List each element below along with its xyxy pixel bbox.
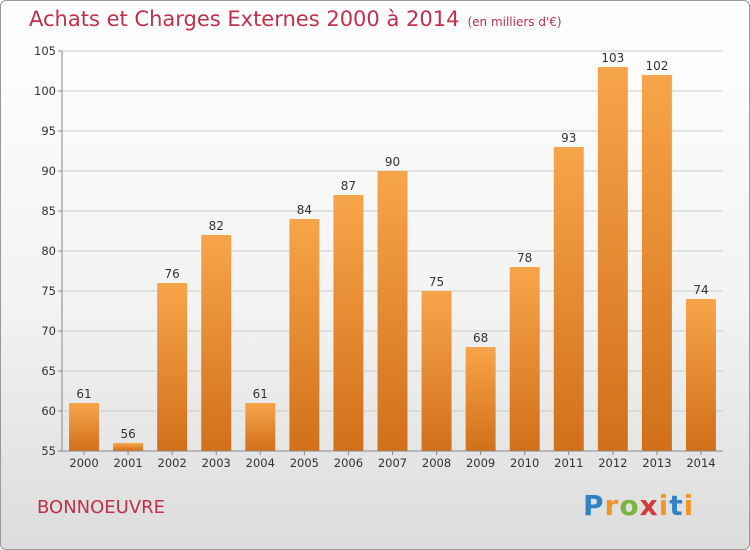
bar-2007 [377,171,408,451]
data-label-2014: 74 [693,283,708,297]
logo-letter: r [604,489,620,522]
y-tick-label: 65 [41,364,56,378]
x-tick-label-2014: 2014 [686,456,715,470]
x-tick-label-2012: 2012 [598,456,627,470]
proxiti-logo: Proxiti [583,489,694,522]
data-label-2002: 76 [165,267,180,281]
chart-subtitle: (en milliers d'€) [467,15,562,29]
commune-name: BONNOEUVRE [37,497,166,518]
bar-2011 [553,147,584,451]
data-label-2010: 78 [517,251,532,265]
logo-letter: o [619,489,640,522]
y-tick-label: 55 [41,444,56,458]
y-tick-label: 100 [34,84,56,98]
y-tick-label: 105 [34,44,56,58]
x-tick-label-2010: 2010 [510,456,539,470]
bar-2008 [421,291,452,451]
data-label-2013: 102 [645,59,668,73]
data-label-2004: 61 [253,387,268,401]
bar-2001 [113,443,144,451]
data-label-2011: 93 [561,131,576,145]
bar-2009 [465,347,496,451]
data-label-2012: 103 [601,51,624,65]
x-tick-label-2004: 2004 [246,456,275,470]
axes: 55 60 65 70 75 80 85 90 95 100 105 2000 2001 2002 2003… [34,44,723,470]
y-tick-label: 60 [41,404,56,418]
x-tick-label-2005: 2005 [290,456,319,470]
logo-letter: P [583,489,605,522]
bar-2004 [245,403,276,451]
x-tick-label-2011: 2011 [554,456,583,470]
bar-2003 [201,235,232,451]
y-tick-label: 90 [41,164,56,178]
bar-2005 [289,219,320,451]
y-tick-label: 80 [41,244,56,258]
bar-2006 [333,195,364,451]
bar-2013 [641,75,672,451]
data-label-2006: 87 [341,179,356,193]
data-label-2005: 84 [297,203,312,217]
x-tick-label-2003: 2003 [202,456,231,470]
x-tick-label-2007: 2007 [378,456,407,470]
chart-title: Achats et Charges Externes 2000 à 2014 (e… [29,7,562,31]
data-label-2008: 75 [429,275,444,289]
value-labels: 61 56 76 82 61 84 87 90 75 68 78 93 103 102 74 [76,51,708,441]
data-label-2009: 68 [473,331,488,345]
y-tick-label: 95 [41,124,56,138]
bar-2002 [157,283,188,451]
x-tick-label-2000: 2000 [69,456,98,470]
bar-2012 [597,67,628,451]
data-label-2001: 56 [120,427,135,441]
x-tick-label-2001: 2001 [113,456,142,470]
x-tick-label-2002: 2002 [158,456,187,470]
logo-letter: x [639,489,659,522]
x-tick-label-2008: 2008 [422,456,451,470]
x-tick-label-2006: 2006 [334,456,363,470]
y-tick-label: 75 [41,284,56,298]
data-label-2003: 82 [209,219,224,233]
bar-2010 [509,267,540,451]
data-label-2007: 90 [385,155,400,169]
bar-2000 [69,403,100,451]
data-label-2000: 61 [76,387,91,401]
bars [69,67,716,451]
bar-2014 [685,299,716,451]
logo-letter: i [658,489,670,522]
logo-letter: i [683,489,695,522]
x-tick-label-2009: 2009 [466,456,495,470]
chart-title-text: Achats et Charges Externes 2000 à 2014 [29,7,460,31]
x-tick-label-2013: 2013 [642,456,671,470]
y-tick-label: 70 [41,324,56,338]
y-tick-label: 85 [41,204,56,218]
logo-letter: t [669,489,684,522]
